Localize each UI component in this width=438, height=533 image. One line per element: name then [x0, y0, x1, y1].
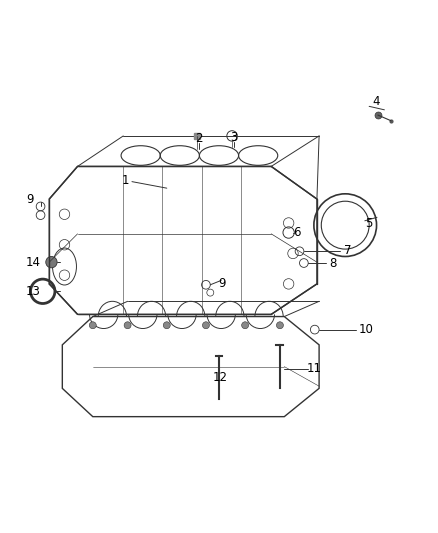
Text: 3: 3 — [230, 131, 238, 144]
Circle shape — [124, 322, 131, 329]
Text: 9: 9 — [219, 277, 226, 290]
Text: 6: 6 — [293, 226, 300, 239]
Text: 12: 12 — [213, 371, 228, 384]
Text: 8: 8 — [329, 256, 337, 270]
Circle shape — [163, 322, 170, 329]
Text: 2: 2 — [195, 133, 202, 146]
Text: 5: 5 — [365, 217, 373, 230]
Text: 9: 9 — [26, 192, 33, 206]
Circle shape — [202, 322, 209, 329]
Circle shape — [276, 322, 283, 329]
Text: 7: 7 — [344, 244, 351, 257]
Circle shape — [89, 322, 96, 329]
Text: 11: 11 — [306, 362, 321, 375]
Text: 14: 14 — [26, 256, 41, 269]
Text: 1: 1 — [122, 174, 129, 187]
Circle shape — [242, 322, 249, 329]
Text: 4: 4 — [373, 95, 380, 109]
Circle shape — [46, 256, 57, 268]
Text: 13: 13 — [26, 285, 41, 298]
Text: 10: 10 — [359, 323, 374, 336]
